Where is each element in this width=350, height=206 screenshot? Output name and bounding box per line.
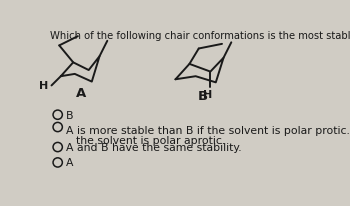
Text: Which of the following chair conformations is the most stable?: Which of the following chair conformatio… (50, 31, 350, 41)
Text: A and B have the same stability.: A and B have the same stability. (66, 142, 242, 152)
Text: B: B (66, 110, 74, 120)
Text: A: A (66, 158, 74, 168)
Text: the solvent is polar aprotic.: the solvent is polar aprotic. (76, 135, 225, 145)
Text: B: B (197, 89, 208, 102)
Text: H: H (39, 81, 48, 91)
Text: H: H (203, 90, 213, 100)
Text: A is more stable than B if the solvent is polar protic.  B is more stable tha: A is more stable than B if the solvent i… (66, 126, 350, 136)
Text: A: A (76, 87, 86, 100)
